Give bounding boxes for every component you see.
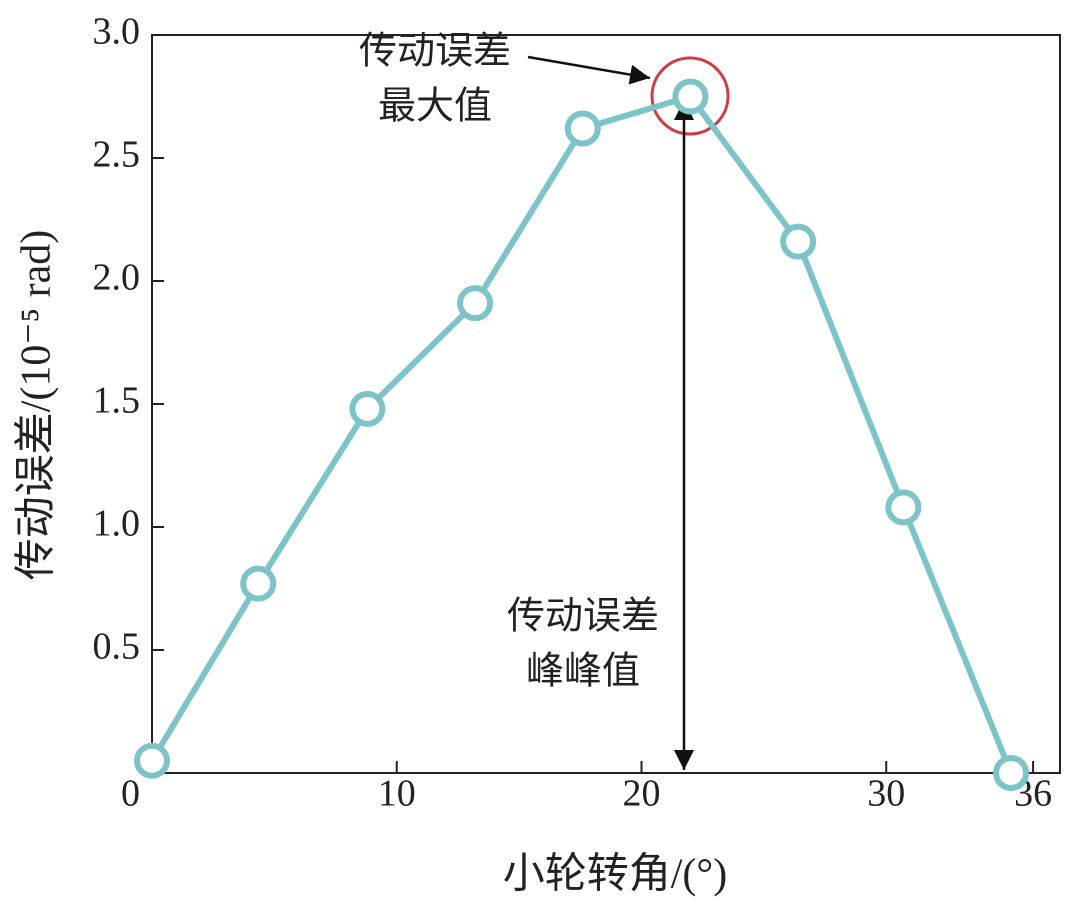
data-marker [672,78,709,115]
x-axis-label: 小轮转角/(°) [503,852,727,898]
y-tick-label: 1.0 [93,503,141,545]
y-tick-label: 3.0 [93,11,141,53]
data-marker [134,742,170,779]
annotation: 传动误差 [507,596,659,638]
annotation: 传动误差 [359,31,511,73]
data-marker [457,285,494,322]
max-arrow [527,55,651,85]
data-marker [240,565,277,602]
x-tick-label: 20 [622,773,660,815]
y-tick-label: 1.5 [93,380,141,422]
data-marker [564,110,601,147]
y-axis-label: 传动误差/(10⁻⁵ rad) [14,230,60,581]
y-tick-label: 0.5 [93,626,141,668]
y-tick-label: 2.5 [93,134,141,176]
data-marker [993,755,1030,791]
annotation: 峰峰值 [526,651,640,693]
y-tick-label: 2.0 [93,257,141,299]
data-marker [885,489,922,526]
x-tick-label: 10 [378,773,416,815]
annotation: 最大值 [378,86,492,128]
data-marker [349,390,386,427]
data-marker [780,223,817,260]
x-tick-label: 30 [867,773,905,815]
x-tick-label: 0 [121,773,140,815]
